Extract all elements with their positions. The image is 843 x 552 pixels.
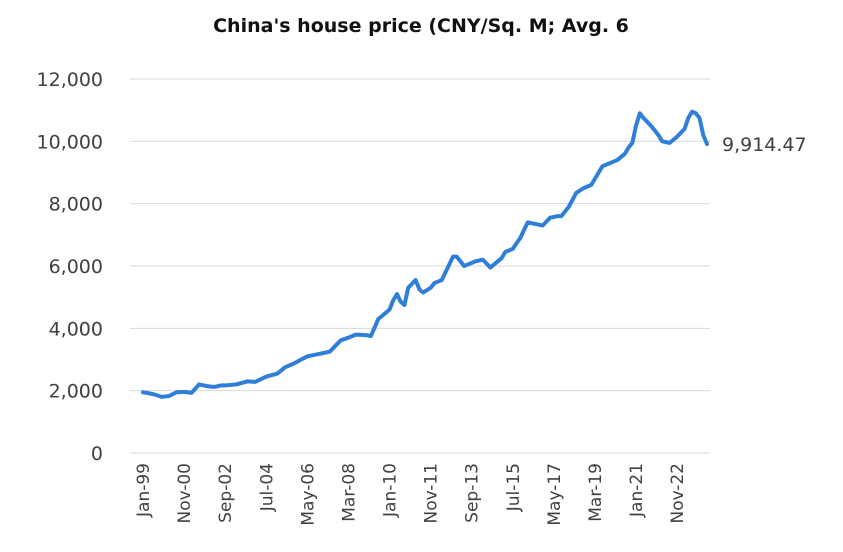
x-tick-label: Mar-08 — [339, 463, 359, 522]
x-tick-label: May-17 — [545, 463, 565, 526]
x-tick-label: Jul-04 — [257, 463, 277, 512]
x-tick-label: Jan-21 — [627, 463, 647, 518]
x-tick-label: Sep-02 — [216, 463, 236, 523]
x-tick-label: Mar-19 — [586, 463, 606, 522]
x-tick-label: May-06 — [298, 463, 318, 526]
y-tick-label: 4,000 — [49, 318, 103, 340]
x-tick-label: Sep-13 — [463, 463, 483, 523]
data-label: 9,914.47 — [722, 134, 807, 156]
chart-title: China's house price (CNY/Sq. M; Avg. 6 — [213, 15, 629, 37]
y-tick-label: 10,000 — [37, 131, 103, 153]
x-tick-label: Jan-10 — [381, 463, 401, 518]
x-tick-label: Jul-15 — [504, 463, 524, 512]
y-tick-label: 2,000 — [49, 381, 103, 403]
x-tick-label: Nov-11 — [422, 463, 442, 524]
line — [141, 109, 709, 399]
y-tick-label: 12,000 — [37, 69, 103, 91]
y-tick-label: 0 — [91, 443, 103, 465]
y-tick-label: 6,000 — [49, 256, 103, 278]
y-tick-label: 8,000 — [49, 194, 103, 216]
x-tick-label: Nov-22 — [668, 463, 688, 524]
x-tick-label: Nov-00 — [175, 463, 195, 524]
x-tick-label: Jan-99 — [134, 463, 154, 518]
